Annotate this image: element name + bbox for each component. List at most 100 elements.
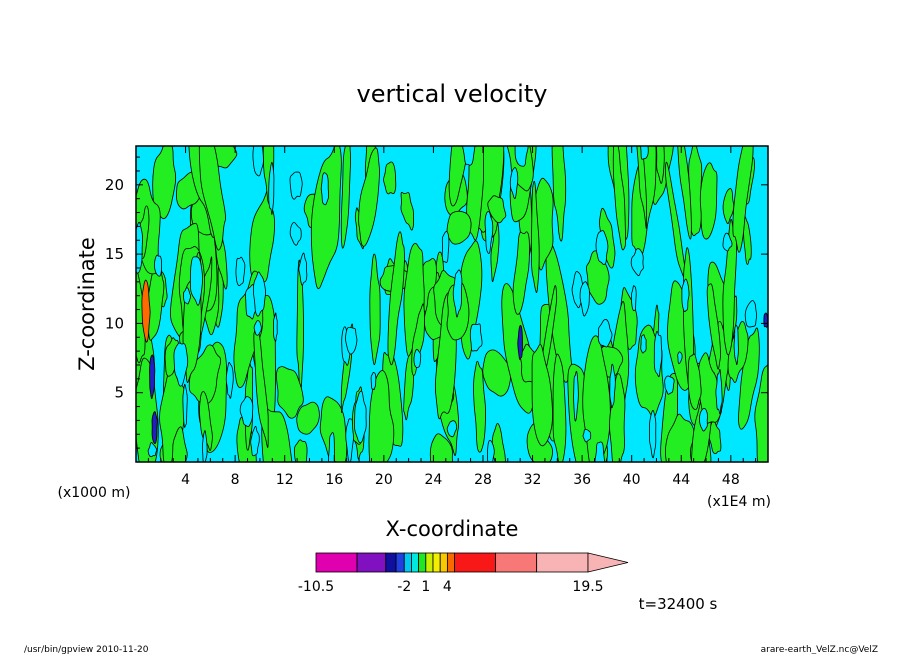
contour-region xyxy=(552,353,567,462)
colorbar-swatch xyxy=(411,552,420,573)
contour-region xyxy=(253,320,262,336)
contour-region xyxy=(754,363,768,462)
contour-region xyxy=(664,375,675,395)
contour-region xyxy=(340,146,351,249)
contour-region xyxy=(141,279,151,343)
colorbar-swatch xyxy=(403,552,412,573)
contour-region xyxy=(152,146,177,220)
contour-region xyxy=(239,396,254,428)
contour-region xyxy=(368,370,395,462)
contour-region xyxy=(345,327,358,355)
contour-region xyxy=(636,146,647,229)
contour-region xyxy=(268,162,275,215)
footer-left: /usr/bin/gpview 2010-11-20 xyxy=(24,645,149,654)
contour-region xyxy=(597,319,613,348)
contour-region xyxy=(345,418,354,462)
contour-region xyxy=(136,266,146,364)
contour-region xyxy=(706,283,721,370)
contour-region xyxy=(698,352,722,424)
contour-region xyxy=(573,370,579,422)
colorbar-swatch xyxy=(385,552,397,573)
y-tick-label: 5 xyxy=(114,384,124,402)
colorbar-swatch xyxy=(395,552,405,573)
contour-region xyxy=(514,146,529,167)
x-axis-label: X-coordinate xyxy=(386,517,519,541)
contour-region xyxy=(490,221,500,283)
x-tick-label: 4 xyxy=(181,472,190,488)
contour-region xyxy=(202,430,208,462)
contour-region xyxy=(462,146,476,166)
contour-region xyxy=(630,285,637,312)
contour-region xyxy=(473,360,486,453)
contour-region xyxy=(487,195,507,224)
contour-region xyxy=(296,401,320,435)
colorbar-swatch xyxy=(446,552,455,573)
contour-region xyxy=(147,442,158,458)
contour-region xyxy=(491,423,506,462)
contour-region xyxy=(387,231,405,366)
y-axis-ticks: 5 10 15 20 xyxy=(105,156,768,449)
contour-region xyxy=(189,256,203,306)
contour-region xyxy=(612,146,626,251)
contour-region xyxy=(469,323,483,352)
contour-region xyxy=(738,327,760,430)
contour-region xyxy=(732,146,754,253)
y-tick-label: 15 xyxy=(105,245,124,263)
x-unit-right: (x1E4 m) xyxy=(707,494,771,510)
time-label: t=32400 s xyxy=(639,595,718,613)
x-tick-label: 36 xyxy=(573,472,591,488)
plot-frame xyxy=(135,145,769,463)
contour-region xyxy=(154,254,163,277)
contour-region xyxy=(358,147,380,247)
contour-region xyxy=(733,324,739,366)
contour-region xyxy=(446,420,458,438)
contour-region xyxy=(235,256,246,287)
y-tick-label: 20 xyxy=(105,176,124,194)
colorbar xyxy=(315,552,629,573)
contour-region xyxy=(151,411,158,444)
contour-region xyxy=(486,439,495,462)
contour-region xyxy=(677,146,692,240)
contour-region xyxy=(320,172,330,206)
contour-region xyxy=(413,348,422,368)
colorbar-label: -2 xyxy=(397,579,411,595)
contour-region xyxy=(579,281,590,317)
contour-region xyxy=(328,432,335,462)
colorbar-label: 19.5 xyxy=(572,579,603,595)
x-tick-label: 48 xyxy=(722,472,740,488)
contour-field xyxy=(136,146,768,462)
contour-region xyxy=(512,231,530,315)
x-axis-ticks: 4 8 12 16 20 24 28 32 36 40 44 48 xyxy=(147,146,757,488)
contour-region xyxy=(722,232,733,252)
contour-region xyxy=(383,161,397,195)
colorbar-label: 1 xyxy=(421,579,430,595)
colorbar-swatch xyxy=(439,552,448,573)
contour-region xyxy=(665,413,695,462)
contour-region xyxy=(656,146,665,184)
contour-region xyxy=(188,344,221,405)
contour-region xyxy=(594,441,605,462)
contour-region xyxy=(370,372,377,391)
contour-region xyxy=(687,353,702,410)
contour-region xyxy=(530,180,540,294)
x-tick-label: 20 xyxy=(375,472,393,488)
x-tick-label: 12 xyxy=(276,472,294,488)
contour-region xyxy=(400,191,415,231)
footer-right: arare-earth_VelZ.nc@VelZ xyxy=(761,645,878,654)
contour-region xyxy=(506,146,534,192)
y-axis-label: Z-coordinate xyxy=(75,237,99,371)
contour-region xyxy=(677,351,683,365)
contour-region xyxy=(276,366,304,419)
x-unit-left: (x1000 m) xyxy=(58,485,131,501)
contour-region xyxy=(225,362,234,399)
contour-region xyxy=(171,426,188,462)
contour-region xyxy=(441,231,450,263)
contour-region xyxy=(182,383,188,428)
contour-region xyxy=(517,324,523,360)
contour-region xyxy=(582,429,592,443)
colorbar-swatch xyxy=(536,552,589,573)
contour-region xyxy=(640,146,649,160)
x-tick-label: 40 xyxy=(623,472,641,488)
